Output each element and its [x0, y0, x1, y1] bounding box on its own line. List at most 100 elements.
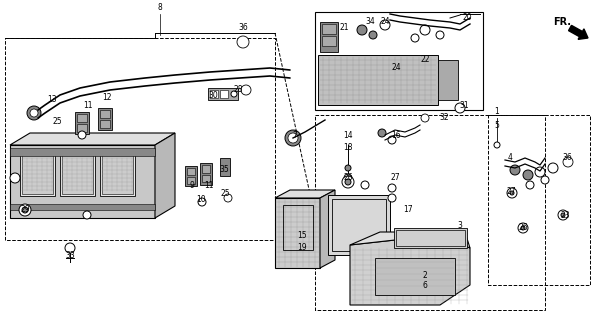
Bar [283, 205, 313, 250]
Text: 27: 27 [390, 173, 400, 182]
Text: 36: 36 [562, 154, 572, 163]
Bar [220, 158, 230, 176]
Circle shape [510, 165, 520, 175]
Circle shape [420, 25, 430, 35]
Circle shape [198, 198, 206, 206]
Circle shape [22, 207, 28, 213]
Circle shape [507, 188, 517, 198]
Polygon shape [275, 190, 335, 198]
Bar [100, 152, 135, 196]
Text: 32: 32 [439, 114, 449, 123]
Bar [322, 36, 336, 46]
Polygon shape [10, 145, 155, 218]
Polygon shape [350, 232, 470, 248]
Text: 9: 9 [189, 180, 194, 189]
Circle shape [388, 194, 396, 202]
Bar [20, 152, 55, 196]
Polygon shape [394, 228, 467, 248]
Text: 30: 30 [208, 91, 218, 100]
Bar [315, 12, 483, 110]
Text: 11: 11 [83, 100, 93, 109]
Polygon shape [155, 133, 175, 218]
Circle shape [231, 91, 237, 97]
Bar [315, 115, 545, 310]
Bar [185, 166, 197, 186]
Text: 26: 26 [343, 173, 353, 182]
Bar [102, 154, 133, 194]
Circle shape [526, 181, 534, 189]
Text: 17: 17 [403, 205, 413, 214]
Bar [98, 108, 112, 130]
Bar [62, 154, 93, 194]
Circle shape [518, 223, 528, 233]
Text: 26: 26 [518, 223, 528, 233]
Text: 18: 18 [343, 143, 353, 153]
Circle shape [27, 106, 41, 120]
Text: 6: 6 [423, 282, 428, 291]
Circle shape [237, 36, 249, 48]
Circle shape [561, 213, 565, 217]
Text: 25: 25 [220, 189, 230, 198]
Text: 8: 8 [158, 4, 163, 12]
Text: 12: 12 [102, 93, 112, 102]
Circle shape [436, 31, 444, 39]
Text: 11: 11 [204, 180, 214, 189]
Bar [210, 90, 218, 98]
Circle shape [288, 133, 298, 143]
Circle shape [388, 136, 396, 144]
Text: 15: 15 [297, 230, 307, 239]
Circle shape [548, 163, 558, 173]
Bar [187, 177, 195, 184]
Text: FR.: FR. [553, 17, 571, 27]
Bar [208, 88, 238, 100]
FancyArrow shape [569, 25, 588, 39]
Circle shape [369, 31, 377, 39]
Polygon shape [10, 133, 175, 145]
Circle shape [345, 179, 351, 185]
Bar [60, 152, 95, 196]
Circle shape [411, 34, 419, 42]
Polygon shape [350, 235, 470, 305]
Circle shape [378, 129, 386, 137]
Circle shape [65, 243, 75, 253]
Bar [318, 55, 438, 105]
Text: 21: 21 [339, 23, 349, 33]
Text: 4: 4 [508, 153, 513, 162]
Circle shape [30, 109, 38, 117]
Circle shape [78, 131, 86, 139]
Circle shape [241, 85, 251, 95]
Text: 20: 20 [462, 13, 472, 22]
Circle shape [83, 211, 91, 219]
Bar [332, 199, 386, 251]
Polygon shape [328, 195, 390, 255]
Bar [22, 154, 53, 194]
Bar [202, 175, 210, 182]
Circle shape [10, 173, 20, 183]
Text: 14: 14 [343, 131, 353, 140]
Text: 27: 27 [506, 188, 516, 196]
Text: 31: 31 [459, 100, 469, 109]
Bar [75, 112, 89, 134]
Text: 10: 10 [196, 196, 206, 204]
Bar [200, 163, 212, 185]
Text: 34: 34 [365, 18, 375, 27]
Bar [320, 22, 338, 52]
Circle shape [455, 103, 465, 113]
Bar [438, 60, 458, 100]
Circle shape [224, 194, 232, 202]
Circle shape [494, 142, 500, 148]
Circle shape [342, 176, 354, 188]
Bar [100, 110, 110, 118]
Bar [220, 90, 228, 98]
Circle shape [541, 176, 549, 184]
Circle shape [357, 25, 367, 35]
Bar [5, 38, 275, 240]
Text: 35: 35 [219, 165, 229, 174]
Text: 22: 22 [420, 55, 430, 65]
Circle shape [344, 174, 352, 182]
Text: 3: 3 [458, 220, 463, 229]
Text: 23: 23 [560, 211, 570, 220]
Circle shape [361, 181, 369, 189]
Text: 1: 1 [495, 108, 499, 116]
Text: 29: 29 [20, 205, 30, 214]
